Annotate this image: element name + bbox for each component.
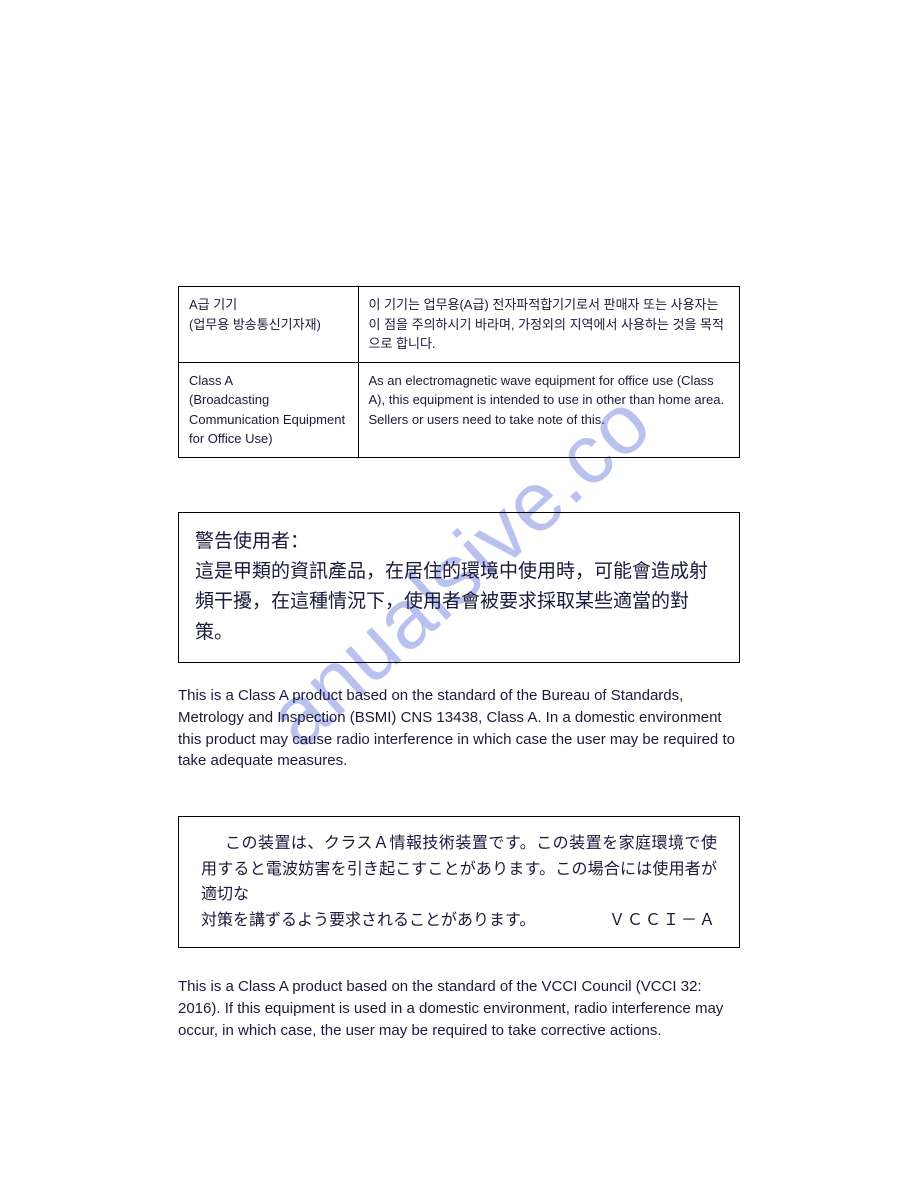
tw-warning-body: 這是甲類的資訊產品，在居住的環境中使用時，可能會造成射頻干擾，在這種情況下，使用… — [195, 557, 723, 648]
class-a-table: A급 기기 (업무용 방송통신기자재) 이 기기는 업무용(A급) 전자파적합기… — [178, 286, 740, 458]
bsmi-paragraph: This is a Class A product based on the s… — [178, 685, 740, 772]
vcci-paragraph: This is a Class A product based on the s… — [178, 976, 740, 1041]
cell-korean-label: A급 기기 (업무용 방송통신기자재) — [179, 287, 359, 363]
taiwan-warning-box: 警告使用者： 這是甲類的資訊產品，在居住的環境中使用時，可能會造成射頻干擾，在這… — [178, 512, 740, 664]
table-row: Class A (Broadcasting Communication Equi… — [179, 362, 740, 457]
tw-warning-heading: 警告使用者： — [195, 527, 723, 557]
jp-body-text: この装置は、クラスＡ情報技術装置です。この装置を家庭環境で使用すると電波妨害を引… — [201, 831, 717, 908]
table-row: A급 기기 (업무용 방송통신기자재) 이 기기는 업무용(A급) 전자파적합기… — [179, 287, 740, 363]
cell-english-desc: As an electromagnetic wave equipment for… — [358, 362, 739, 457]
jp-vcci-label: ＶＣＣＩ－Ａ — [609, 908, 717, 934]
jp-last-line: 対策を講ずるよう要求されることがあります。 ＶＣＣＩ－Ａ — [201, 908, 717, 934]
cell-english-label: Class A (Broadcasting Communication Equi… — [179, 362, 359, 457]
japan-warning-box: この装置は、クラスＡ情報技術装置です。この装置を家庭環境で使用すると電波妨害を引… — [178, 816, 740, 948]
document-content: A급 기기 (업무용 방송통신기자재) 이 기기는 업무용(A급) 전자파적합기… — [178, 286, 740, 1042]
cell-korean-desc: 이 기기는 업무용(A급) 전자파적합기기로서 판매자 또는 사용자는 이 점을… — [358, 287, 739, 363]
jp-last-text: 対策を講ずるよう要求されることがあります。 — [201, 908, 535, 934]
